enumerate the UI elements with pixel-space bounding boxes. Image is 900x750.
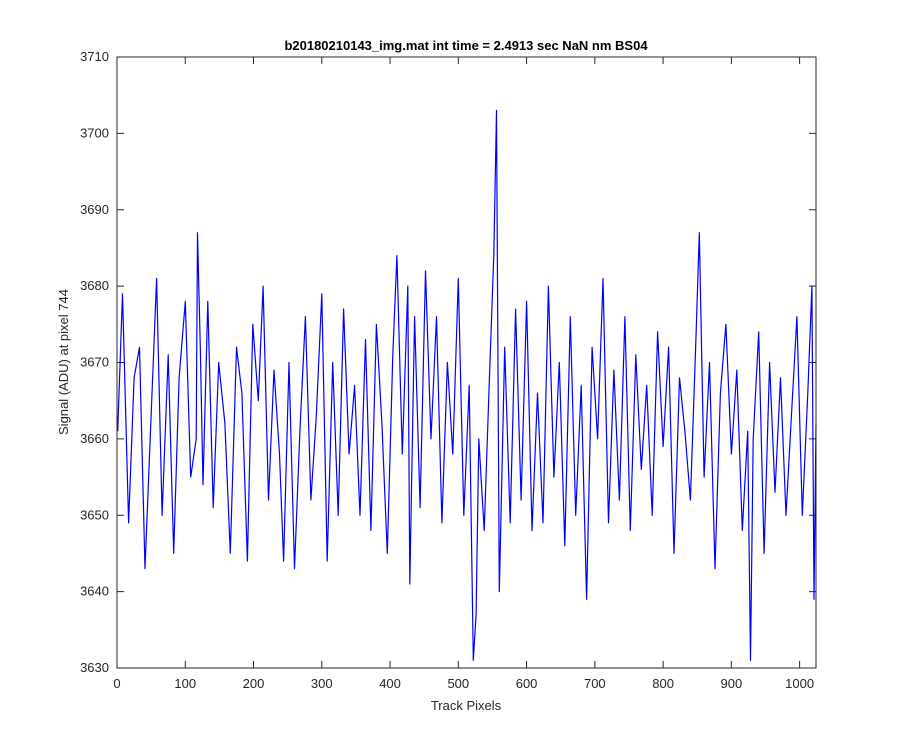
x-tick-label: 300 (311, 676, 333, 691)
x-tick-label: 0 (113, 676, 120, 691)
y-tick-label: 3630 (80, 660, 109, 675)
x-tick-label: 600 (516, 676, 538, 691)
x-tick-label: 400 (379, 676, 401, 691)
axis-tick-labels: 0 100 200 300 400 500 600 700 800 900 1000 3630 3640… (80, 49, 814, 691)
y-axis-title: Signal (ADU) at pixel 744 (56, 289, 71, 435)
y-tick-label: 3710 (80, 49, 109, 64)
y-tick-label: 3660 (80, 431, 109, 446)
y-tick-label: 3670 (80, 355, 109, 370)
plot-area (117, 57, 816, 668)
y-tick-label: 3650 (80, 507, 109, 522)
y-tick-label: 3690 (80, 202, 109, 217)
x-tick-label: 700 (584, 676, 606, 691)
x-tick-label: 200 (243, 676, 265, 691)
x-axis-title: Track Pixels (431, 698, 502, 713)
x-tick-label: 100 (174, 676, 196, 691)
y-tick-label: 3680 (80, 278, 109, 293)
plot-frame (116, 56, 817, 669)
x-tick-label: 900 (721, 676, 743, 691)
signal-series-line (117, 109, 817, 661)
x-tick-label: 800 (652, 676, 674, 691)
x-tick-label: 500 (447, 676, 469, 691)
x-tick-label: 1000 (785, 676, 814, 691)
chart-title: b20180210143_img.mat int time = 2.4913 s… (284, 38, 648, 53)
y-tick-label: 3700 (80, 125, 109, 140)
y-tick-label: 3640 (80, 584, 109, 599)
